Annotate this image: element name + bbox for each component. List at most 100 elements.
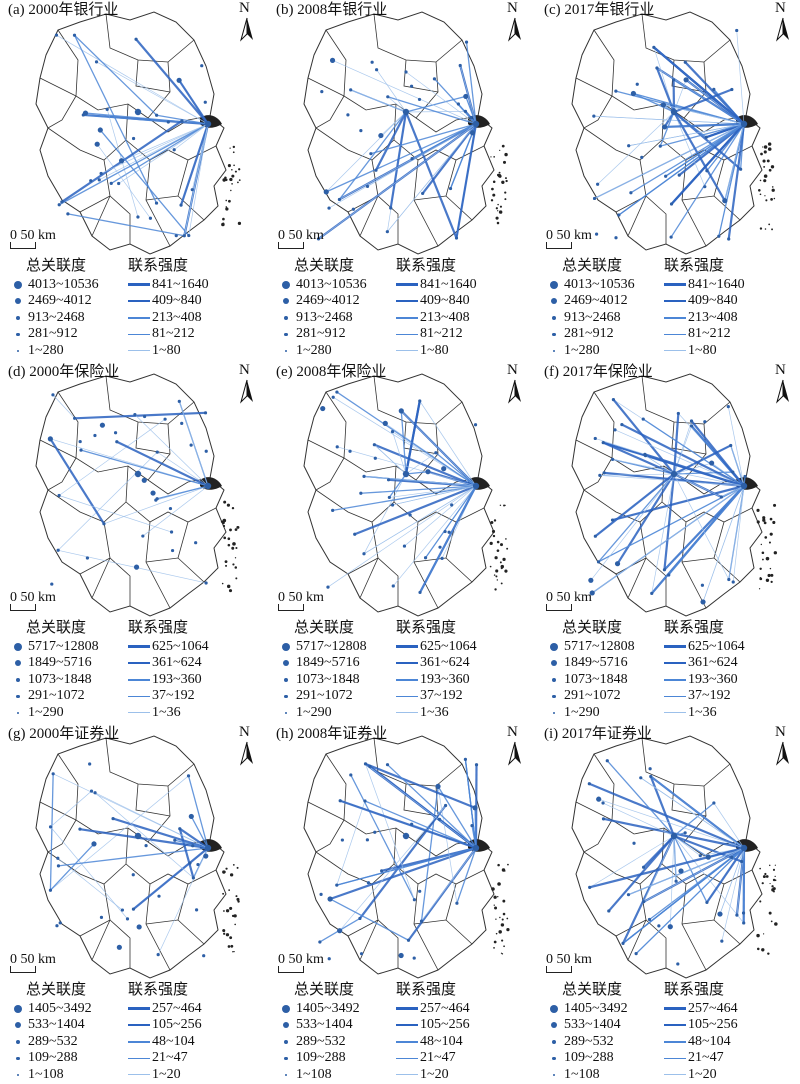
- city-node: [187, 234, 190, 237]
- island: [230, 873, 233, 876]
- node-legend-item: 1073~1848: [548, 672, 635, 689]
- link-class-label: 213~408: [152, 310, 202, 325]
- city-node: [699, 854, 702, 857]
- city-node: [327, 896, 332, 901]
- island: [497, 222, 500, 225]
- node-size-symbol: [553, 712, 556, 715]
- link-legend-item: 409~840: [664, 293, 745, 310]
- link-legend-item: 48~104: [396, 1034, 470, 1051]
- link-width-symbol: [396, 283, 418, 286]
- city-node: [661, 102, 666, 107]
- city-node: [141, 534, 144, 537]
- node-class-label: 1849~5716: [28, 655, 92, 670]
- scale-bar: 0 50 km: [278, 952, 324, 968]
- region-map: [268, 0, 534, 258]
- city-node: [173, 148, 176, 151]
- link-legend-item: 81~212: [664, 326, 745, 343]
- scale-bar: 0 50 km: [278, 590, 324, 606]
- island: [769, 883, 770, 884]
- island: [499, 150, 500, 151]
- city-node: [678, 868, 683, 873]
- city-node: [440, 557, 443, 560]
- node-class-label: 289~532: [564, 1034, 614, 1049]
- city-node: [102, 522, 105, 525]
- link-legend-item: 213~408: [396, 310, 477, 327]
- island: [497, 864, 500, 867]
- island: [767, 159, 770, 162]
- link-legend-item: 193~360: [664, 672, 745, 689]
- city-node: [399, 408, 404, 413]
- node-legend-item: 1~280: [280, 343, 367, 360]
- island: [506, 928, 509, 931]
- link-class-label: 193~360: [152, 672, 202, 687]
- island: [762, 146, 763, 147]
- city-node: [615, 561, 620, 566]
- island: [223, 537, 226, 540]
- city-node: [720, 495, 723, 498]
- city-node: [320, 90, 323, 93]
- city-node: [457, 102, 460, 105]
- island: [231, 175, 234, 178]
- island: [229, 936, 232, 939]
- city-node: [632, 842, 635, 845]
- island: [234, 924, 236, 926]
- node-size-symbol: [285, 350, 288, 353]
- node-size-symbol: [552, 695, 556, 699]
- city-node: [157, 953, 160, 956]
- city-node: [465, 40, 468, 43]
- island: [769, 912, 772, 915]
- city-node: [163, 418, 166, 421]
- city-node: [742, 921, 745, 924]
- city-node: [611, 458, 614, 461]
- island: [763, 179, 766, 182]
- island: [773, 869, 775, 871]
- city-node: [743, 475, 746, 478]
- node-size-symbol: [284, 678, 289, 683]
- city-node: [327, 206, 330, 209]
- city-node: [717, 235, 720, 238]
- city-node: [144, 844, 147, 847]
- node-class-label: 4013~10536: [564, 277, 635, 292]
- island: [238, 222, 241, 225]
- island: [497, 210, 498, 211]
- link-width-symbol: [664, 712, 686, 713]
- island: [769, 169, 772, 172]
- island: [773, 504, 776, 507]
- city-node: [435, 784, 440, 789]
- island: [225, 560, 228, 563]
- city-node: [709, 460, 714, 465]
- link-legend-item: 193~360: [128, 672, 209, 689]
- city-node: [386, 95, 389, 98]
- island: [760, 193, 762, 195]
- island: [504, 191, 506, 193]
- node-legend-item: 4013~10536: [12, 277, 99, 294]
- city-node: [598, 474, 601, 477]
- region-map: [268, 362, 534, 620]
- city-node: [712, 88, 715, 91]
- link-width-symbol: [396, 1024, 418, 1026]
- link-width-symbol: [664, 1024, 686, 1026]
- city-node: [391, 503, 394, 506]
- link-class-label: 625~1064: [420, 639, 477, 654]
- city-node: [362, 475, 365, 478]
- island: [771, 581, 773, 583]
- city-node: [705, 169, 708, 172]
- city-node: [730, 88, 733, 91]
- node-legend-item: 109~288: [12, 1050, 92, 1067]
- hub-node: [741, 121, 747, 127]
- city-node: [133, 413, 136, 416]
- node-legend-item: 5717~12808: [12, 639, 99, 656]
- north-arrow-icon: N: [772, 2, 794, 42]
- city-node: [418, 98, 421, 101]
- city-node: [678, 174, 681, 177]
- city-node: [143, 415, 146, 418]
- island: [222, 583, 224, 585]
- island: [504, 570, 507, 573]
- island: [232, 915, 234, 917]
- link-class-label: 1~36: [688, 705, 717, 720]
- island: [225, 565, 227, 567]
- island: [502, 953, 503, 954]
- north-arrow-icon: N: [504, 726, 526, 766]
- link-legend-item: 1~80: [396, 343, 477, 360]
